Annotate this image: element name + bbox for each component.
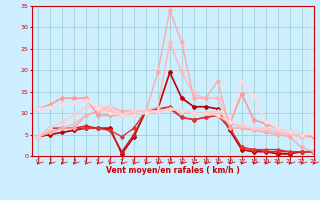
X-axis label: Vent moyen/en rafales ( km/h ): Vent moyen/en rafales ( km/h )	[106, 166, 240, 175]
